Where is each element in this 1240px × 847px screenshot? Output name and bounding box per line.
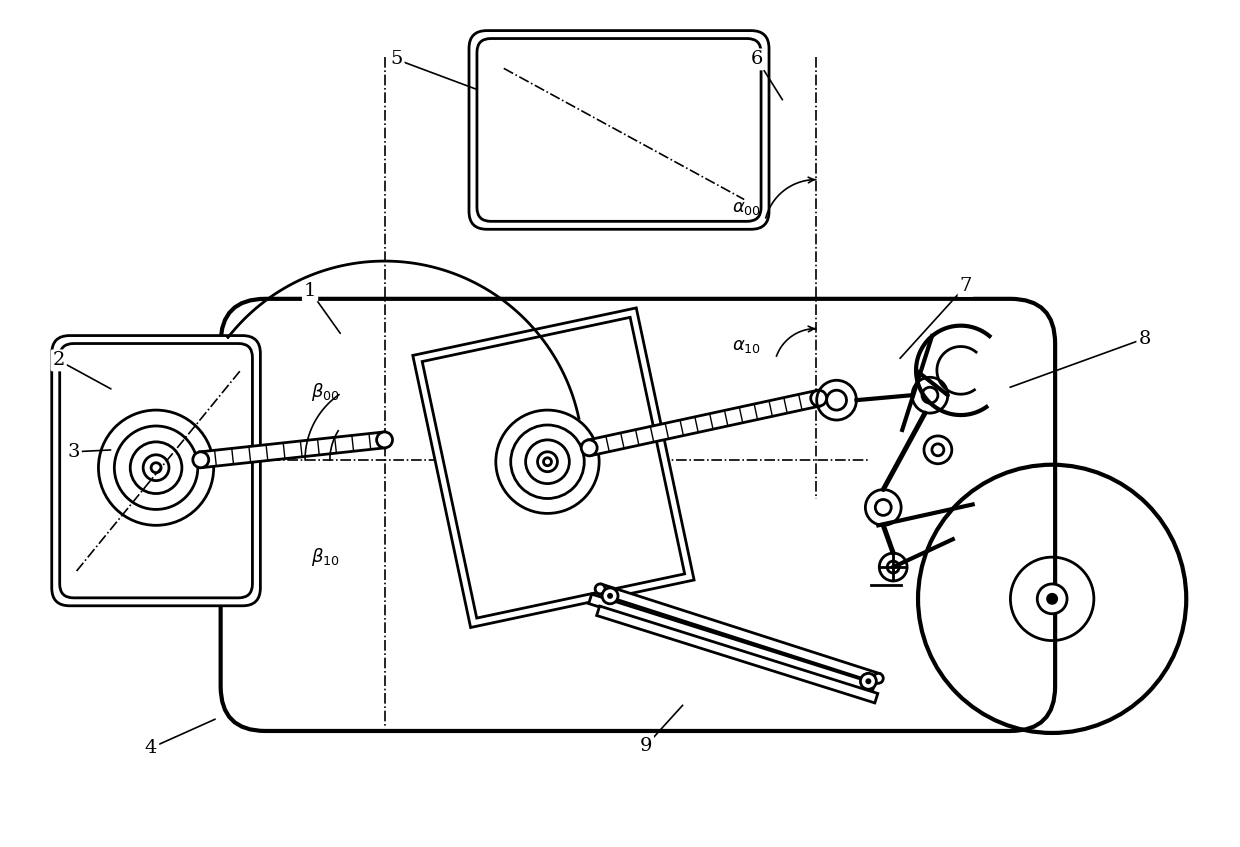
FancyBboxPatch shape [60, 344, 253, 598]
FancyBboxPatch shape [469, 30, 769, 230]
Text: $\beta_{00}$: $\beta_{00}$ [310, 381, 340, 403]
Circle shape [608, 593, 613, 599]
Text: 2: 2 [52, 352, 64, 369]
Text: $\alpha_{00}$: $\alpha_{00}$ [732, 199, 761, 218]
Circle shape [861, 673, 877, 689]
Polygon shape [596, 606, 878, 703]
Circle shape [595, 584, 605, 594]
Circle shape [603, 588, 618, 604]
Circle shape [1037, 584, 1068, 614]
Text: 8: 8 [1138, 329, 1151, 347]
Circle shape [873, 673, 883, 684]
Polygon shape [422, 318, 684, 618]
FancyBboxPatch shape [477, 39, 761, 221]
Polygon shape [588, 390, 821, 456]
Polygon shape [413, 308, 694, 628]
Text: 9: 9 [640, 737, 652, 755]
Circle shape [377, 432, 393, 448]
FancyBboxPatch shape [52, 335, 260, 606]
Text: 1: 1 [304, 282, 316, 300]
Circle shape [193, 451, 208, 468]
Text: 3: 3 [67, 443, 79, 461]
Text: 6: 6 [751, 51, 764, 69]
Text: $\beta_{10}$: $\beta_{10}$ [310, 546, 340, 568]
Polygon shape [599, 584, 880, 683]
Text: 7: 7 [960, 277, 972, 295]
Circle shape [811, 390, 827, 406]
Text: 4: 4 [145, 739, 157, 757]
Polygon shape [589, 594, 875, 693]
FancyBboxPatch shape [221, 299, 1055, 731]
Circle shape [1047, 593, 1058, 605]
Polygon shape [200, 432, 386, 468]
Circle shape [866, 678, 872, 684]
Text: 5: 5 [391, 51, 403, 69]
Text: $\alpha_{10}$: $\alpha_{10}$ [732, 336, 761, 355]
Circle shape [582, 440, 598, 456]
